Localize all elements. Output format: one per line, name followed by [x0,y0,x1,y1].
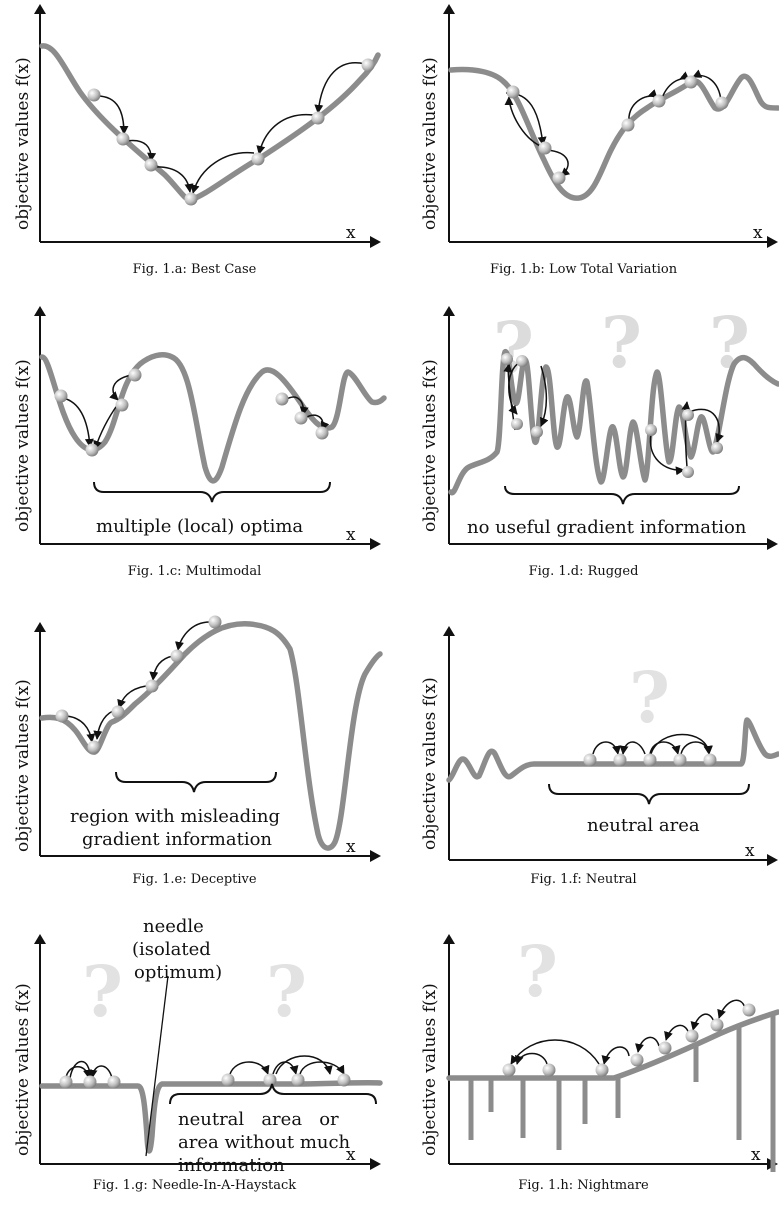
x-axis-arrowhead [767,538,778,550]
candidate-points [87,58,375,206]
annotation-label: multiple (local) optima [96,516,303,537]
x-axis-arrowhead [370,1158,381,1170]
objective-curve [448,66,779,201]
y-axis-label: objective values f(x) [13,57,33,230]
x-axis-arrowhead [370,850,381,862]
panel-neutral: ? objective values f(x) x neutral area F… [389,604,779,906]
caption: Fig. 1.a: Best Case [132,262,257,277]
needle-pointer [145,975,169,1157]
brace [93,481,331,503]
caption: Fig. 1.d: Rugged [528,564,639,579]
panel-multimodal: objective values f(x) x multiple (local)… [0,302,389,604]
y-axis-label: objective values f(x) [420,983,440,1156]
brace [548,783,750,805]
question-mark-icon: ? [266,950,307,1033]
annotation-label: neutral area [587,815,700,836]
annotation-label: optimum) [134,962,222,983]
search-jumps [592,733,713,755]
deceptive-spikes [468,1014,776,1172]
objective-curve [39,43,381,203]
y-axis-label: objective values f(x) [13,679,33,852]
candidate-points [501,353,723,478]
caption: Fig. 1.f: Neutral [530,872,637,887]
candidate-points [59,1073,351,1089]
question-mark-icon: ? [517,930,558,1013]
panel-low-total-variation: objective values f(x) x Fig. 1.b: Low To… [389,0,779,302]
x-axis-label: x [745,841,755,861]
brace [504,485,740,505]
search-jumps [510,999,746,1065]
caption: Fig. 1.b: Low Total Variation [489,262,678,277]
question-mark-icon: ? [629,656,670,739]
annotation-label: needle [143,916,204,937]
search-jumps [65,1055,345,1079]
x-axis-label: x [346,223,356,243]
search-jumps [504,69,722,177]
x-axis-arrowhead [767,854,778,866]
x-axis-arrowhead [370,538,381,550]
caption: Fig. 1.h: Nightmare [518,1178,649,1193]
caption: Fig. 1.c: Multimodal [127,564,262,579]
objective-curve [39,1079,383,1154]
panel-rugged-figure: ? ? ? objective values f(x) no useful gr… [420,301,779,550]
panel-rugged: ? ? ? objective values f(x) no useful gr… [389,301,779,604]
y-axis-label: objective values f(x) [420,57,440,230]
y-axis-arrowhead [34,306,46,316]
brace [115,771,277,793]
panel-low-total-variation-figure: objective values f(x) x [420,4,779,248]
annotation-label: (isolated [132,939,211,960]
panel-best-case: objective values f(x) x Fig. 1.a: Best C… [0,0,389,302]
objective-curve [39,352,387,484]
x-axis-label: x [346,525,356,545]
x-axis-arrowhead [767,236,778,248]
brace [169,1083,377,1105]
y-axis-label: objective values f(x) [420,359,440,532]
y-axis-arrowhead [443,626,455,636]
y-axis-arrowhead [34,4,46,14]
panel-best-case-figure: objective values f(x) x [13,4,381,248]
x-axis-label: x [753,223,763,243]
y-axis-arrowhead [34,934,46,944]
y-axis-arrowhead [443,934,455,944]
objective-curve [446,1009,779,1081]
objective-curve [448,349,779,496]
question-mark-icon: ? [601,301,642,384]
panel-needle-figure: ? ? objective values f(x) x needle (isol… [13,916,383,1176]
x-axis-arrowhead [370,236,381,248]
objective-curve [446,717,779,783]
x-axis-label: x [346,837,356,857]
panel-nightmare: ? objective values f(x) x Fig. 1.h: Nigh… [389,906,779,1208]
x-axis-label: x [346,1145,356,1165]
y-axis-label: objective values f(x) [13,359,33,532]
panel-needle-in-a-haystack: ? ? objective values f(x) x needle (isol… [0,906,389,1208]
annotation-label: information [178,1155,285,1176]
y-axis-arrowhead [443,306,455,316]
annotation-label: neutral area or [178,1109,339,1130]
panel-neutral-figure: ? objective values f(x) x neutral area [420,626,779,866]
search-jumps [96,62,366,194]
question-mark-icon: ? [82,950,123,1033]
y-axis-label: objective values f(x) [13,983,33,1156]
panel-multimodal-figure: objective values f(x) x multiple (local)… [13,306,387,550]
x-axis-label: x [751,1145,761,1165]
candidate-points [54,368,329,457]
annotation-label: region with misleading [70,806,280,827]
search-jumps [66,621,211,743]
annotation-label: gradient information [82,829,272,850]
candidate-points [55,615,222,754]
panel-deceptive-figure: objective values f(x) x region with misl… [13,615,383,862]
candidate-points [502,1003,756,1077]
candidate-points [506,75,729,185]
annotation-label: area without much [178,1132,351,1153]
annotation-label: no useful gradient information [467,517,747,538]
y-axis-label: objective values f(x) [420,677,440,850]
caption: Fig. 1.g: Needle-In-A-Haystack [92,1178,297,1193]
y-axis-arrowhead [443,4,455,14]
panel-nightmare-figure: ? objective values f(x) x [420,930,779,1172]
caption: Fig. 1.e: Deceptive [132,872,257,887]
panel-deceptive: objective values f(x) x region with misl… [0,604,389,906]
y-axis-arrowhead [34,622,46,632]
candidate-points [583,753,717,767]
